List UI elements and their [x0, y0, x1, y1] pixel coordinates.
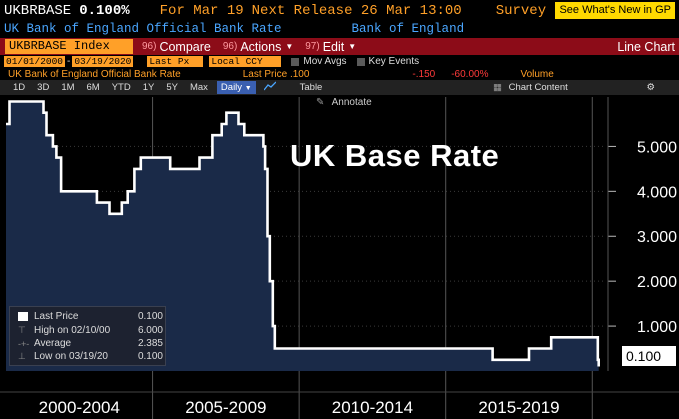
legend-last-value: 0.100 — [137, 311, 163, 322]
compare-number: 96) — [142, 41, 157, 52]
legend-low-label: Low on 03/19/20 — [34, 351, 108, 362]
edit-button[interactable]: 97) Edit ▼ — [302, 38, 359, 55]
legend-high: ⊤ High on 02/10/00 6.000 — [18, 325, 163, 336]
security-description: UK Bank of England Official Bank Rate Ba… — [0, 21, 679, 37]
currency-select[interactable]: Local CCY — [209, 56, 282, 67]
info-change: -.150 — [412, 68, 436, 80]
index-field[interactable]: UKBRBASE Index — [5, 39, 133, 54]
series-swatch — [18, 312, 28, 321]
high-marker-icon: ⊤ — [18, 325, 26, 335]
legend-last-price: Last Price 0.100 — [18, 311, 163, 322]
security-name: UK Bank of England Official Bank Rate — [4, 22, 282, 36]
for-date: For Mar 19 — [159, 2, 244, 19]
legend-low-value: 0.100 — [137, 351, 163, 362]
line-style-icon[interactable] — [263, 81, 277, 94]
pencil-icon: ✎ — [316, 97, 325, 108]
periodicity-label: Daily — [220, 82, 243, 93]
end-date-input[interactable]: 03/19/2020 — [72, 56, 134, 67]
average-marker-icon: -+- — [18, 338, 30, 349]
x-period-label: 2000-2004 — [39, 398, 120, 417]
security-source: Bank of England — [351, 22, 465, 36]
chevron-down-icon: ▼ — [244, 85, 252, 92]
actions-button[interactable]: 96) Actions ▼ — [220, 38, 296, 55]
range-ytd[interactable]: YTD — [111, 82, 131, 93]
area-fill — [6, 101, 599, 371]
next-release: Next Release 26 Mar 13:00 — [251, 2, 462, 19]
table-button[interactable]: Table — [299, 82, 323, 93]
legend-high-value: 6.000 — [137, 325, 163, 336]
mov-avgs-label: Mov Avgs — [303, 56, 347, 67]
key-events-checkbox[interactable] — [356, 57, 365, 66]
compare-button[interactable]: 96) Compare — [139, 38, 214, 55]
annotate-button[interactable]: ✎ Annotate — [316, 97, 372, 108]
legend-high-label: High on 02/10/00 — [34, 325, 111, 336]
chevron-down-icon: ▼ — [285, 42, 294, 51]
range-1y[interactable]: 1Y — [142, 82, 155, 93]
chart-controls: 01/01/2000 - 03/19/2020 Last Px Local CC… — [0, 55, 679, 68]
edit-number: 97) — [305, 41, 320, 52]
actions-label: Actions — [240, 39, 282, 54]
periodicity-select[interactable]: Daily ▼ — [216, 81, 256, 94]
start-date-input[interactable]: 01/01/2000 — [4, 56, 66, 67]
function-toolbar: UKBRBASE Index 96) Compare 96) Actions ▼… — [0, 38, 679, 55]
annotate-label: Annotate — [331, 97, 372, 108]
x-axis: 2000-2004 2005-2009 2010-2014 2015-2019 — [39, 398, 560, 417]
y-axis: 1.000 2.000 3.000 4.000 5.000 — [607, 97, 677, 371]
ticker-symbol[interactable]: UKBRBASE — [4, 2, 72, 19]
y-tick-label: 5.000 — [637, 139, 677, 156]
mov-avgs-checkbox[interactable] — [291, 57, 300, 66]
range-bar: 1D 3D 1M 6M YTD 1Y 5Y Max Daily ▼ Table … — [0, 80, 679, 95]
series-name: UK Bank of England Official Bank Rate — [8, 68, 181, 80]
range-1m[interactable]: 1M — [61, 82, 75, 93]
field-select[interactable]: Last Px — [147, 56, 204, 67]
y-tick-label: 2.000 — [637, 274, 677, 291]
x-period-label: 2010-2014 — [332, 398, 413, 417]
chevron-down-icon: ▼ — [348, 42, 357, 51]
ticker-bar: UKBRBASE 0.100% For Mar 19 Next Release … — [0, 0, 679, 21]
key-events-label: Key Events — [368, 56, 420, 67]
gear-icon[interactable]: ⚙ — [646, 82, 655, 93]
legend-average-label: Average — [34, 338, 72, 349]
series-info: UK Bank of England Official Bank Rate La… — [0, 68, 679, 80]
y-tick-label: 4.000 — [637, 184, 677, 201]
info-volume: Volume — [520, 68, 554, 80]
rate-line — [6, 100, 601, 367]
legend-last-label: Last Price — [34, 311, 79, 322]
edit-label: Edit — [322, 39, 345, 54]
last-value: 0.100% — [79, 2, 130, 19]
range-1d[interactable]: 1D — [13, 82, 26, 93]
chart-overlay-title: UK Base Rate — [290, 138, 500, 173]
x-period-label: 2005-2009 — [185, 398, 266, 417]
range-max[interactable]: Max — [189, 82, 208, 93]
whats-new-button[interactable]: See What's New in GP — [555, 2, 675, 19]
x-period-label: 2015-2019 — [478, 398, 559, 417]
legend-average-value: 2.385 — [137, 338, 163, 349]
range-6m[interactable]: 6M — [86, 82, 100, 93]
rate-chart[interactable]: 1.000 2.000 3.000 4.000 5.000 2000-2004 2005-… — [0, 95, 679, 419]
chart-content-label: Chart Content — [508, 82, 568, 93]
chart-type-label[interactable]: Line Chart — [617, 39, 675, 54]
actions-number: 96) — [222, 41, 238, 52]
legend-average: -+- Average 2.385 — [18, 338, 163, 349]
y-tick-label: 1.000 — [637, 319, 677, 336]
legend-low: ⊥ Low on 03/19/20 0.100 — [18, 351, 163, 362]
low-marker-icon: ⊥ — [18, 351, 26, 361]
info-last-price: Last Price .100 — [242, 68, 310, 80]
info-change-pct: -60.00% — [451, 68, 489, 80]
chart-content-icon: ▦ — [493, 82, 502, 93]
survey-label[interactable]: Survey — [495, 2, 547, 19]
date-separator: - — [67, 56, 71, 67]
range-5y[interactable]: 5Y — [166, 82, 178, 93]
compare-label: Compare — [159, 39, 211, 54]
range-3d[interactable]: 3D — [37, 82, 50, 93]
y-tick-label: 3.000 — [637, 229, 677, 246]
last-value-badge: 0.100 — [622, 346, 676, 366]
chart-legend[interactable]: Last Price 0.100 ⊤ High on 02/10/00 6.000… — [9, 306, 166, 366]
chart-content-button[interactable]: ▦ Chart Content — [493, 82, 568, 93]
